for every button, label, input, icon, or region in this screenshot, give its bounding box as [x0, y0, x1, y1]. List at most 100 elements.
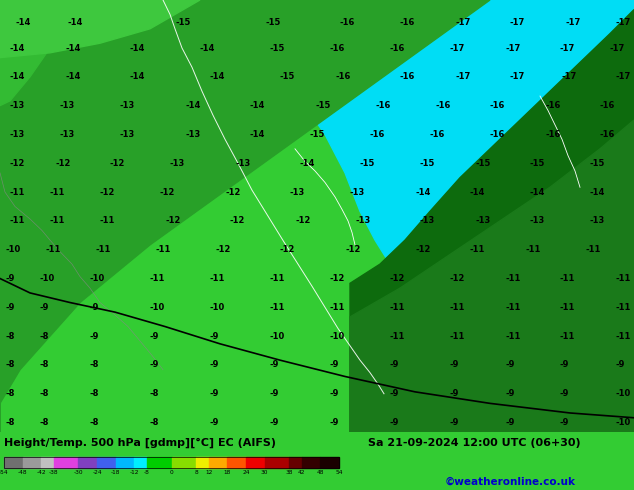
Text: -9: -9 [210, 332, 219, 341]
Text: -14: -14 [470, 188, 486, 196]
Text: -11: -11 [470, 245, 486, 254]
Bar [289, 457, 302, 468]
Text: -10: -10 [5, 245, 20, 254]
Polygon shape [0, 0, 200, 58]
Text: -13: -13 [475, 217, 490, 225]
Text: -42: -42 [36, 470, 46, 475]
Text: -9: -9 [330, 361, 339, 369]
Text: -15: -15 [590, 159, 605, 168]
Text: -9: -9 [505, 361, 514, 369]
Text: -15: -15 [310, 130, 325, 139]
Text: -10: -10 [330, 332, 346, 341]
Text: -12: -12 [110, 159, 126, 168]
Text: -11: -11 [505, 332, 521, 341]
Text: -8: -8 [144, 470, 150, 475]
Text: -8: -8 [5, 418, 15, 427]
Text: ©weatheronline.co.uk: ©weatheronline.co.uk [445, 477, 576, 487]
Text: 42: 42 [298, 470, 306, 475]
Text: -13: -13 [60, 101, 75, 110]
Text: -17: -17 [450, 44, 465, 52]
Text: -8: -8 [40, 418, 49, 427]
Text: 8: 8 [195, 470, 198, 475]
Text: -16: -16 [390, 44, 405, 52]
Text: -10: -10 [615, 389, 630, 398]
Text: 24: 24 [242, 470, 250, 475]
Text: -9: -9 [210, 389, 219, 398]
Bar [79, 457, 97, 468]
Text: -11: -11 [95, 245, 110, 254]
Text: -38: -38 [49, 470, 58, 475]
Text: -17: -17 [505, 44, 521, 52]
Text: -16: -16 [600, 101, 616, 110]
Text: -14: -14 [65, 44, 81, 52]
Text: -11: -11 [155, 245, 171, 254]
Text: -14: -14 [250, 101, 266, 110]
Text: -16: -16 [375, 101, 391, 110]
Text: -17: -17 [455, 18, 470, 26]
Text: -14: -14 [210, 73, 225, 81]
Text: -11: -11 [505, 303, 521, 312]
Text: -12: -12 [415, 245, 430, 254]
Text: -12: -12 [165, 217, 181, 225]
Text: -13: -13 [10, 101, 25, 110]
Polygon shape [350, 10, 634, 432]
Text: -9: -9 [270, 361, 280, 369]
Text: -16: -16 [545, 130, 560, 139]
Text: -17: -17 [562, 73, 577, 81]
Text: -17: -17 [510, 73, 525, 81]
Text: -12: -12 [100, 188, 115, 196]
Text: -16: -16 [490, 130, 505, 139]
Text: -12: -12 [295, 217, 311, 225]
Text: -13: -13 [420, 217, 436, 225]
Text: -8: -8 [90, 361, 100, 369]
Text: -48: -48 [18, 470, 27, 475]
Text: -11: -11 [100, 217, 115, 225]
Text: Height/Temp. 500 hPa [gdmp][°C] EC (AIFS): Height/Temp. 500 hPa [gdmp][°C] EC (AIFS… [4, 438, 276, 448]
Text: -9: -9 [5, 303, 15, 312]
Text: -13: -13 [590, 217, 605, 225]
Text: -9: -9 [505, 418, 514, 427]
Text: 54: 54 [335, 470, 343, 475]
Text: -13: -13 [290, 188, 305, 196]
Polygon shape [0, 0, 450, 432]
Text: -9: -9 [270, 389, 280, 398]
Text: -12: -12 [230, 217, 245, 225]
Text: -17: -17 [565, 18, 580, 26]
Polygon shape [0, 0, 490, 432]
Text: -16: -16 [430, 130, 445, 139]
Text: -8: -8 [40, 361, 49, 369]
Text: -16: -16 [400, 73, 415, 81]
Text: -11: -11 [615, 303, 630, 312]
Text: -15: -15 [360, 159, 375, 168]
Text: -8: -8 [150, 418, 159, 427]
Text: Sa 21-09-2024 12:00 UTC (06+30): Sa 21-09-2024 12:00 UTC (06+30) [368, 438, 581, 448]
Text: -9: -9 [390, 389, 399, 398]
Text: -14: -14 [530, 188, 545, 196]
Text: -14: -14 [68, 18, 84, 26]
Bar [302, 457, 320, 468]
Text: -12: -12 [225, 188, 240, 196]
Bar [264, 457, 289, 468]
Text: -10: -10 [40, 274, 55, 283]
Text: -24: -24 [92, 470, 102, 475]
Bar [4, 457, 339, 468]
Text: -8: -8 [90, 418, 100, 427]
Text: -13: -13 [235, 159, 250, 168]
Text: -8: -8 [5, 332, 15, 341]
Text: -16: -16 [330, 44, 346, 52]
Text: -9: -9 [90, 332, 100, 341]
Text: -9: -9 [450, 361, 460, 369]
Text: -10: -10 [90, 274, 105, 283]
Text: -15: -15 [420, 159, 436, 168]
Text: -16: -16 [600, 130, 616, 139]
Text: -12: -12 [129, 470, 139, 475]
Bar [4, 457, 23, 468]
Text: -11: -11 [45, 245, 60, 254]
Text: -15: -15 [175, 18, 190, 26]
Text: -8: -8 [40, 389, 49, 398]
Text: -54: -54 [0, 470, 9, 475]
Bar [54, 457, 79, 468]
Text: -9: -9 [210, 361, 219, 369]
Text: -9: -9 [450, 389, 460, 398]
Text: -8: -8 [5, 389, 15, 398]
